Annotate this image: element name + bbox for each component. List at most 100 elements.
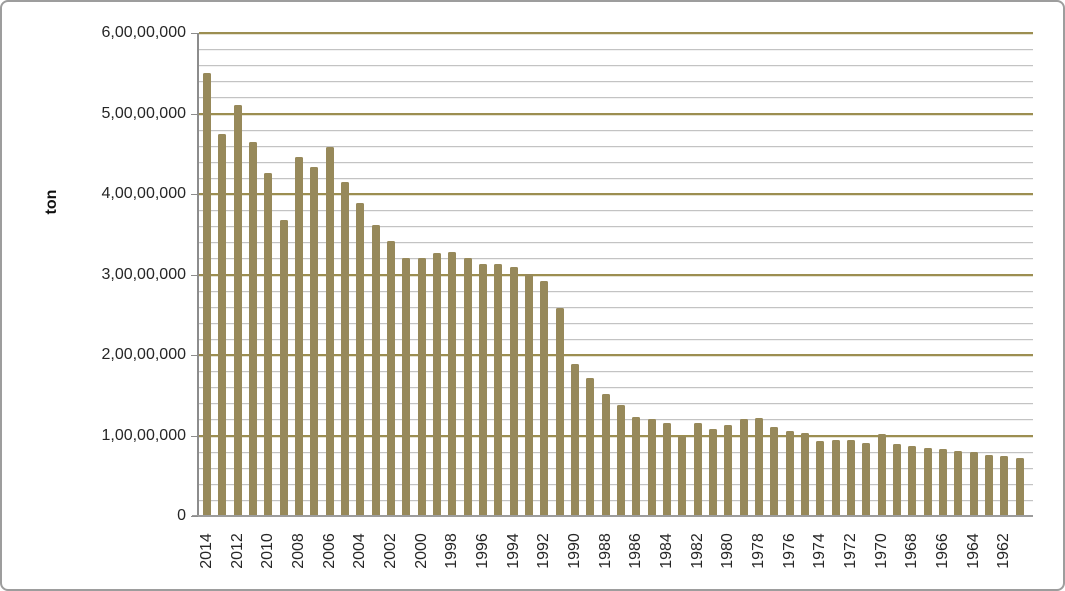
minor-gridline xyxy=(199,306,1033,308)
minor-gridline xyxy=(199,387,1033,389)
bar-1977 xyxy=(770,426,779,516)
major-gridline xyxy=(199,273,1033,276)
y-tick-mark xyxy=(191,435,198,437)
bar-1982 xyxy=(693,422,702,516)
bar-1966 xyxy=(938,449,947,516)
y-tick-mark xyxy=(191,194,198,195)
x-tick-label-1984: 1984 xyxy=(657,533,675,569)
bar-1984 xyxy=(662,422,671,516)
y-tick-label-60000000: 6,00,00,000 xyxy=(101,24,186,41)
minor-gridline xyxy=(199,419,1033,421)
x-tick-label-1992: 1992 xyxy=(535,533,553,569)
bar-1999 xyxy=(432,252,441,516)
bar-1985 xyxy=(647,419,656,516)
minor-gridline xyxy=(199,65,1033,67)
x-tick-label-1996: 1996 xyxy=(473,533,491,569)
x-tick-label-1970: 1970 xyxy=(872,533,890,569)
x-tick-label-1980: 1980 xyxy=(719,533,737,569)
x-tick-label-2010: 2010 xyxy=(259,533,277,569)
y-tick-mark xyxy=(191,33,198,34)
bar-1989 xyxy=(586,378,595,516)
bar-1997 xyxy=(463,257,472,516)
x-tick-label-1968: 1968 xyxy=(903,533,921,569)
bar-1986 xyxy=(632,417,641,516)
bar-1969 xyxy=(892,443,901,516)
x-tick-label-2004: 2004 xyxy=(351,533,369,569)
bar-1963 xyxy=(984,454,993,516)
y-tick-mark xyxy=(191,355,198,356)
bar-1965 xyxy=(954,450,963,516)
minor-gridline xyxy=(199,499,1033,501)
bar-1971 xyxy=(862,442,871,516)
bar-2005 xyxy=(340,181,349,516)
bar-2002 xyxy=(386,240,395,516)
bar-1992 xyxy=(540,280,549,516)
minor-gridline xyxy=(199,242,1033,244)
y-tick-label-10000000: 1,00,00,000 xyxy=(101,426,186,444)
bar-1967 xyxy=(923,447,932,516)
x-tick-label-1964: 1964 xyxy=(964,533,982,569)
x-tick-label-1982: 1982 xyxy=(688,533,706,569)
bar-2011 xyxy=(248,142,257,516)
plot-area xyxy=(199,32,1033,516)
bar-1974 xyxy=(816,441,825,516)
bar-1994 xyxy=(509,267,518,516)
y-tick-label-0: 0 xyxy=(177,507,186,524)
bar-2004 xyxy=(356,202,365,516)
minor-gridline xyxy=(199,258,1033,260)
bar-2008 xyxy=(294,156,303,516)
bar-2010 xyxy=(264,173,273,516)
bar-1998 xyxy=(448,251,457,516)
major-gridline xyxy=(199,354,1033,356)
y-tick-label-20000000: 2,00,00,000 xyxy=(101,346,186,363)
bar-1964 xyxy=(969,452,978,516)
minor-gridline xyxy=(199,322,1033,324)
x-tick-label-1978: 1978 xyxy=(749,533,767,569)
minor-gridline xyxy=(199,483,1033,485)
bar-1962 xyxy=(1000,456,1009,516)
minor-gridline xyxy=(199,145,1033,147)
major-gridline xyxy=(199,434,1033,437)
minor-gridline xyxy=(199,290,1033,292)
y-tick-mark xyxy=(191,274,198,276)
bar-1970 xyxy=(877,433,886,516)
bar-2006 xyxy=(325,146,334,516)
bar-1973 xyxy=(831,440,840,516)
bar-2003 xyxy=(371,224,380,516)
x-tick-label-1976: 1976 xyxy=(780,533,798,569)
bar-1991 xyxy=(555,308,564,516)
bar-1996 xyxy=(478,264,487,516)
y-tick-mark xyxy=(191,113,198,115)
y-tick-mark xyxy=(191,516,198,517)
y-axis-tick-labels: 0 1,00,00,000 2,00,00,000 3,00,00,000 4,00,0… xyxy=(2,2,186,589)
bar-2009 xyxy=(279,219,288,516)
x-tick-label-2002: 2002 xyxy=(381,533,399,569)
x-tick-label-1972: 1972 xyxy=(841,533,859,569)
minor-gridline xyxy=(199,451,1033,453)
minor-gridline xyxy=(199,97,1033,99)
bar-1980 xyxy=(724,425,733,516)
x-tick-label-1988: 1988 xyxy=(596,533,614,569)
major-gridline xyxy=(199,112,1033,115)
y-tick-label-50000000: 5,00,00,000 xyxy=(101,104,186,122)
y-axis-line xyxy=(197,33,199,516)
major-gridline xyxy=(199,32,1033,34)
bar-1988 xyxy=(601,393,610,516)
bar-1990 xyxy=(570,363,579,516)
x-tick-label-2000: 2000 xyxy=(412,533,430,569)
minor-gridline xyxy=(199,210,1033,212)
minor-gridline xyxy=(199,49,1033,51)
minor-gridline xyxy=(199,161,1033,163)
x-tick-label-1990: 1990 xyxy=(565,533,583,569)
x-tick-label-2012: 2012 xyxy=(228,533,246,569)
x-tick-label-1994: 1994 xyxy=(504,533,522,569)
x-tick-label-1962: 1962 xyxy=(995,533,1013,569)
x-tick-label-2014: 2014 xyxy=(198,533,215,569)
bar-2013 xyxy=(218,133,227,516)
bar-1979 xyxy=(739,418,748,516)
bar-1972 xyxy=(846,439,855,516)
bar-2000 xyxy=(417,258,426,516)
bar-1995 xyxy=(494,264,503,516)
y-tick-label-30000000: 3,00,00,000 xyxy=(101,265,186,283)
